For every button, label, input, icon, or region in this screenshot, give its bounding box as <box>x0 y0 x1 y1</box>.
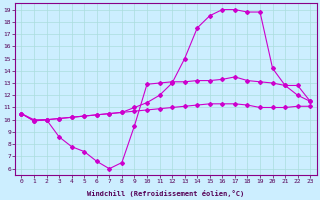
X-axis label: Windchill (Refroidissement éolien,°C): Windchill (Refroidissement éolien,°C) <box>87 190 244 197</box>
